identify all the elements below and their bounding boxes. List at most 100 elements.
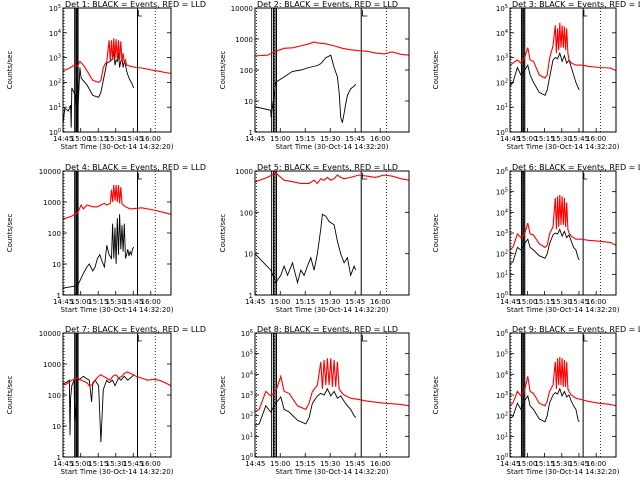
plot-area: [255, 8, 409, 132]
bracket-mark: [137, 173, 142, 180]
y-tick-label: 105: [496, 4, 508, 13]
y-axis-label: Counts/sec: [219, 51, 227, 90]
x-axis-label: Start Time (30-Oct-14 14:32:20): [61, 143, 174, 151]
x-tick-label: 14:45: [500, 460, 520, 468]
y-tick-label: 102: [496, 412, 508, 421]
y-axis-label: Counts/sec: [432, 51, 440, 90]
series-line-lld: [63, 38, 171, 84]
plot-area: [510, 333, 616, 457]
chart-panel-det-8: Det 8: BLACK = Events, RED = LLD 100 101 10…: [219, 325, 410, 476]
plot-frame: [509, 7, 617, 133]
x-tick-label: 16:00: [370, 298, 390, 306]
y-tick-label: 104: [241, 370, 253, 379]
y-tick-label: 101: [241, 432, 253, 441]
y-tick-label: 102: [496, 250, 508, 259]
series-line-lld: [255, 358, 409, 413]
x-tick-label: 15:45: [345, 460, 365, 468]
y-tick-label: 1: [57, 292, 61, 300]
x-tick-label: 15:00: [517, 135, 537, 143]
x-tick-label: 15:45: [123, 135, 143, 143]
x-axis-label: Start Time (30-Oct-14 14:32:20): [276, 468, 389, 476]
x-tick-label: 15:00: [71, 460, 91, 468]
y-axis-label: Counts/sec: [6, 376, 14, 415]
plot-area: [63, 333, 171, 457]
bracket-mark: [361, 173, 368, 180]
y-tick-label: 1: [57, 454, 61, 462]
x-tick-label: 16:00: [586, 135, 606, 143]
y-axis-label: Counts/sec: [219, 376, 227, 415]
y-tick-label: 101: [496, 432, 508, 441]
x-axis-label: Start Time (30-Oct-14 14:32:20): [276, 306, 389, 314]
plot-frame: [62, 332, 172, 458]
y-tick-label: 10000: [231, 5, 253, 13]
bracket-mark: [583, 335, 588, 342]
x-tick-label: 16:00: [370, 460, 390, 468]
x-tick-label: 15:30: [552, 135, 572, 143]
x-tick-label: 15:00: [517, 298, 537, 306]
bracket-mark: [137, 10, 142, 17]
x-tick-label: 15:00: [270, 460, 290, 468]
chart-panel-det-2: Det 2: BLACK = Events, RED = LLD 1 10 100 10…: [219, 0, 410, 151]
series-line-events: [510, 387, 580, 423]
series-line-events: [63, 51, 135, 129]
y-tick-label: 103: [241, 391, 253, 400]
series-line-events: [510, 51, 580, 97]
chart-panel-det-3: Det 3: BLACK = Events, RED = LLD 100 101 10…: [432, 0, 640, 151]
plot-frame: [509, 170, 617, 296]
chart-title: Det 9: BLACK = Events, RED = LLD: [512, 325, 640, 334]
chart-title: Det 4: BLACK = Events, RED = LLD: [65, 163, 206, 172]
x-tick-label: 15:15: [295, 135, 315, 143]
series-line-lld: [63, 371, 171, 387]
y-axis-label: Counts/sec: [6, 214, 14, 253]
x-axis-label: Start Time (30-Oct-14 14:32:20): [61, 306, 174, 314]
y-tick-label: 103: [49, 54, 61, 63]
x-tick-label: 15:15: [295, 298, 315, 306]
bracket-mark: [137, 335, 142, 342]
y-tick-label: 104: [496, 29, 508, 38]
x-tick-label: 16:00: [370, 135, 390, 143]
x-tick-label: 15:45: [123, 460, 143, 468]
x-tick-label: 14:45: [53, 135, 73, 143]
y-tick-label: 105: [496, 350, 508, 359]
series-line-lld: [510, 356, 616, 407]
series-line-events: [510, 228, 580, 265]
y-tick-label: 102: [496, 78, 508, 87]
y-tick-label: 105: [496, 188, 508, 197]
plot-area: [255, 171, 409, 295]
x-tick-label: 16:00: [141, 298, 161, 306]
x-tick-label: 16:00: [586, 460, 606, 468]
y-tick-label: 1000: [43, 199, 61, 207]
x-tick-label: 15:45: [345, 135, 365, 143]
y-tick-label: 102: [49, 78, 61, 87]
chart-title: Det 2: BLACK = Events, RED = LLD: [257, 0, 398, 9]
chart-title: Det 8: BLACK = Events, RED = LLD: [257, 325, 398, 334]
y-tick-label: 100: [496, 128, 508, 137]
y-tick-label: 106: [496, 167, 508, 176]
x-tick-label: 14:45: [245, 460, 265, 468]
series-line-events: [255, 387, 357, 426]
y-tick-label: 105: [49, 4, 61, 13]
chart-panel-det-7: Det 7: BLACK = Events, RED = LLD 1 10 100 10…: [6, 325, 206, 476]
x-axis-label: Start Time (30-Oct-14 14:32:20): [507, 143, 620, 151]
x-tick-label: 15:45: [569, 298, 589, 306]
x-axis-label: Start Time (30-Oct-14 14:32:20): [61, 468, 174, 476]
series-line-lld: [255, 41, 409, 57]
plot-frame: [62, 7, 172, 133]
chart-panel-det-6: Det 6: BLACK = Events, RED = LLD 100 101 10…: [432, 163, 640, 314]
y-tick-label: 100: [49, 128, 61, 137]
x-tick-label: 15:15: [88, 135, 108, 143]
chart-title: Det 7: BLACK = Events, RED = LLD: [65, 325, 206, 334]
series-line-lld: [510, 22, 616, 79]
y-tick-label: 1: [249, 129, 253, 137]
x-tick-label: 15:00: [71, 135, 91, 143]
x-axis-label: Start Time (30-Oct-14 14:32:20): [276, 143, 389, 151]
x-tick-label: 16:00: [141, 135, 161, 143]
series-line-events: [255, 213, 357, 285]
y-tick-label: 100: [48, 230, 61, 238]
plot-frame: [254, 170, 410, 296]
y-tick-label: 100: [496, 291, 508, 300]
x-tick-label: 15:30: [320, 135, 340, 143]
y-tick-label: 106: [496, 329, 508, 338]
